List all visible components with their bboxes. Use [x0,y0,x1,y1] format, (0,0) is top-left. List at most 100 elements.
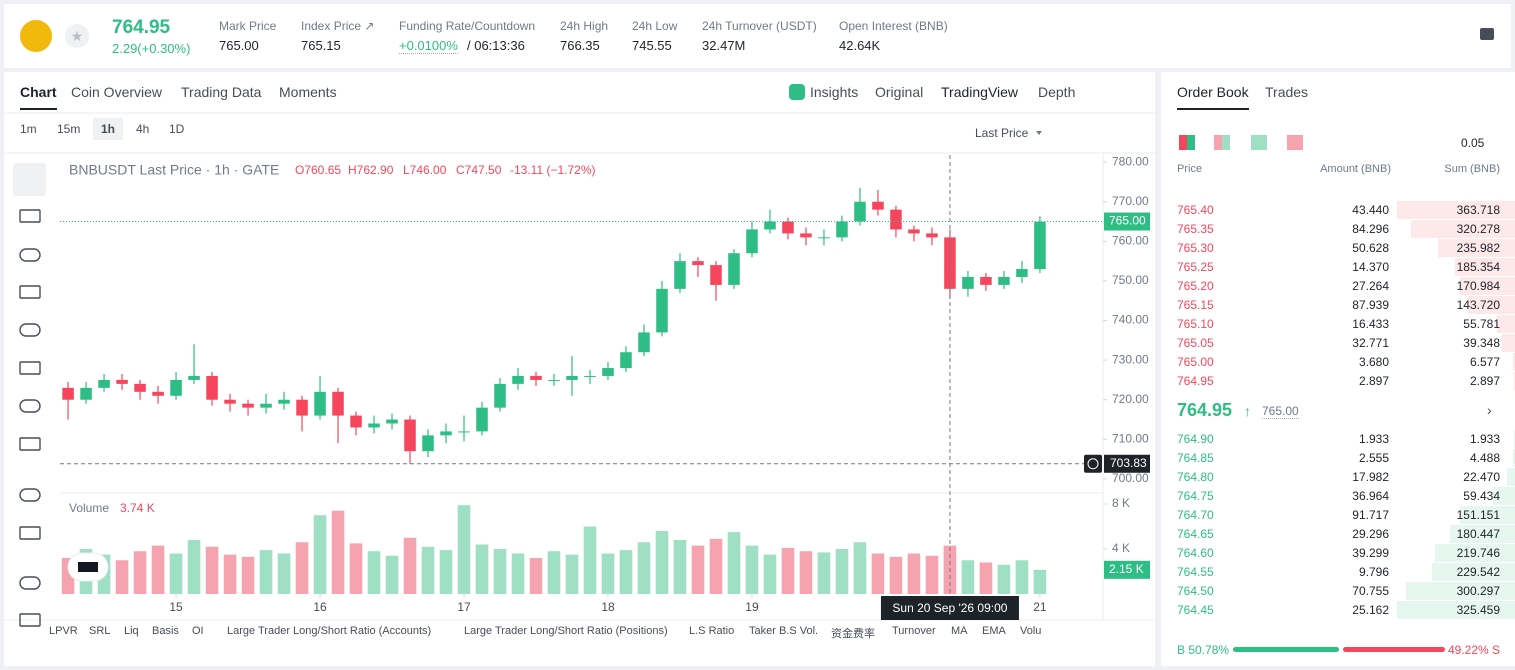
ob-amount: 91.717 [1352,508,1389,522]
volume-bar [997,564,1011,594]
y-tick-label: 700.00 [1112,471,1149,485]
candle-body [80,387,92,400]
legend-open: O760.65 [295,163,341,177]
ob-view-icon[interactable] [1287,135,1303,150]
indicator[interactable]: Turnover [892,625,936,637]
indicator[interactable]: Liq [124,625,139,637]
volume-bar [115,560,129,594]
indicator[interactable]: Taker B.S Vol. [749,625,819,637]
chart-tab[interactable]: Moments [279,84,337,100]
volume-bar [151,545,165,594]
depth-bar [1506,468,1515,486]
candle-body [728,253,740,285]
x-tick-label: 17 [457,600,471,614]
indicator[interactable]: Large Trader Long/Short Ratio (Positions… [464,625,668,637]
stat-value: 765.15 [301,38,341,53]
volume-bar [421,546,435,594]
ob-sum: 300.297 [1456,584,1500,598]
ob-tab[interactable]: Trades [1265,84,1309,100]
coin-logo [20,20,52,52]
ob-tab[interactable]: Order Book [1177,84,1249,110]
tool-active [13,163,46,196]
view-tab[interactable]: TradingView [941,84,1019,100]
indicator[interactable]: MA [951,625,968,637]
candle-body [98,379,110,388]
y-tick-label: 730.00 [1112,352,1149,366]
volume-bar [223,554,237,594]
depth-bar [1459,277,1515,295]
ob-step[interactable]: 0.05 [1461,136,1485,150]
indicator[interactable]: Volu [1020,625,1042,637]
ob-amount: 3.680 [1358,355,1389,369]
y-tick-label: 780.00 [1112,154,1149,168]
ob-price: 764.65 [1177,527,1214,541]
interval[interactable]: 1h [93,118,124,140]
stat-value: 745.55 [632,38,672,53]
tool-icon [19,323,41,337]
ob-view-icon[interactable] [1251,135,1267,150]
chart-tab[interactable]: Trading Data [181,84,262,100]
depth-bar [1493,487,1515,505]
volume-bar [205,546,219,594]
buy-ratio: B 50.78% [1177,643,1230,657]
indicator[interactable]: EMA [982,625,1006,637]
candle-body [872,201,884,210]
interval[interactable]: 15m [57,122,81,136]
chart-tab[interactable]: Coin Overview [71,84,163,100]
volume-bar [331,510,345,594]
ob-amount: 36.964 [1352,489,1389,503]
interval[interactable]: 4h [136,122,150,136]
tool-icon [19,488,41,502]
ob-sum: 320.278 [1456,222,1500,236]
candle-body [998,276,1010,285]
view-tab[interactable]: Depth [1038,84,1076,100]
indicator[interactable]: Basis [152,625,179,637]
indicator[interactable]: L.S Ratio [689,625,735,637]
candle-body [926,233,938,238]
indicator[interactable]: 资金费率 [831,628,875,640]
candle-body [512,375,524,384]
volume-bar [835,549,849,594]
ob-view-icon[interactable] [1179,135,1195,150]
ob-price: 764.75 [1177,489,1214,503]
depth-bar [1435,544,1515,562]
crosshair-y-label: 703.83 [1110,456,1147,470]
interval[interactable]: 1D [169,122,185,136]
candle-body [746,229,758,254]
volume-name: Volume [69,501,109,515]
ob-amount: 2.897 [1358,374,1389,388]
volume-bar [511,553,525,594]
candle-body [656,288,668,333]
volume-last-tag [1104,560,1150,579]
insights-icon [789,84,805,100]
chart-tab[interactable]: Chart [20,84,57,110]
legend-close: C747.50 [456,163,502,177]
ob-amount: 14.370 [1352,260,1389,274]
candle-body [368,423,380,428]
view-tab[interactable]: Original [875,84,924,100]
favorite[interactable]: ★ [65,24,89,48]
ob-sum: 2.897 [1469,374,1500,388]
indicator[interactable]: OI [192,625,204,637]
volume-bar [529,558,543,594]
depth-bar [1502,334,1515,352]
candle-body [404,419,416,452]
ob-price: 764.50 [1177,584,1214,598]
price-type[interactable]: Last Price [975,126,1029,140]
candle-body [764,221,776,230]
indicator[interactable]: LPVR [49,625,78,637]
candle-body [476,407,488,432]
indicator[interactable]: SRL [89,625,111,637]
view-tab[interactable]: Insights [810,84,859,100]
dropdown-caret [1036,131,1042,135]
indicator[interactable]: Large Trader Long/Short Ratio (Accounts) [227,625,432,637]
ob-price: 764.80 [1177,470,1214,484]
candle-body [638,332,650,353]
ob-sum: 363.718 [1456,203,1500,217]
legend-high: H762.90 [348,163,394,177]
ob-view-icon[interactable] [1214,135,1230,150]
volume-bar [385,555,399,594]
interval[interactable]: 1m [20,122,37,136]
candle-body [566,375,578,380]
chart-panel [4,72,1155,666]
